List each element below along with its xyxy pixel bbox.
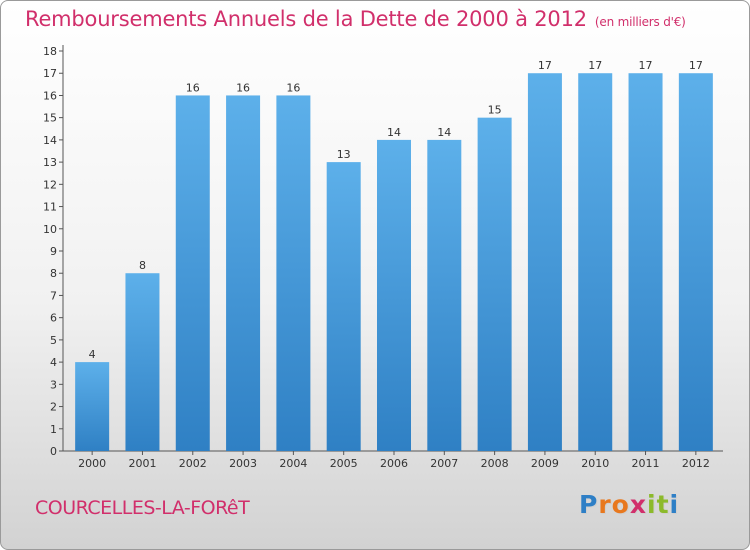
x-tick-label: 2012 <box>682 457 710 470</box>
bar-value-label: 17 <box>588 59 602 72</box>
chart-unit-note: (en milliers d'€) <box>594 15 686 29</box>
y-tick-label: 17 <box>43 67 57 80</box>
x-tick-label: 2005 <box>330 457 358 470</box>
bar-value-label: 17 <box>538 59 552 72</box>
bar <box>125 273 160 451</box>
bar-value-label: 15 <box>488 104 502 117</box>
bar <box>75 362 110 451</box>
y-tick-label: 11 <box>43 201 57 214</box>
x-tick-label: 2001 <box>128 457 156 470</box>
bar <box>326 162 361 451</box>
y-tick-label: 12 <box>43 178 57 191</box>
x-tick-label: 2007 <box>430 457 458 470</box>
x-tick-label: 2006 <box>380 457 408 470</box>
y-tick-label: 5 <box>50 334 57 347</box>
y-tick-label: 15 <box>43 112 57 125</box>
bar <box>527 73 562 451</box>
bar-value-label: 16 <box>286 81 300 94</box>
logo-letter: P <box>579 490 599 519</box>
bar <box>427 139 462 451</box>
y-tick-label: 13 <box>43 156 57 169</box>
y-tick-label: 9 <box>50 245 57 258</box>
logo-letter: i <box>669 490 680 519</box>
bar <box>175 95 210 451</box>
bar <box>678 73 713 451</box>
town-name: COURCELLES-LA-FORêT <box>35 497 250 519</box>
x-tick-label: 2000 <box>78 457 106 470</box>
x-tick-label: 2004 <box>279 457 307 470</box>
bar-value-label: 17 <box>639 59 653 72</box>
bar <box>276 95 311 451</box>
y-tick-label: 3 <box>50 378 57 391</box>
y-tick-label: 4 <box>50 356 57 369</box>
bar <box>628 73 663 451</box>
logo-letter: o <box>611 490 630 519</box>
y-tick-label: 16 <box>43 89 57 102</box>
chart-title-text: Remboursements Annuels de la Dette de 20… <box>25 7 587 31</box>
bar <box>477 117 512 452</box>
x-tick-label: 2009 <box>531 457 559 470</box>
bar <box>578 73 613 451</box>
x-tick-label: 2010 <box>581 457 609 470</box>
chart-title: Remboursements Annuels de la Dette de 20… <box>25 7 686 31</box>
y-tick-label: 14 <box>43 134 57 147</box>
bar-value-label: 14 <box>387 126 401 139</box>
logo-letter: x <box>629 490 647 519</box>
bar-value-label: 16 <box>186 81 200 94</box>
logo-letter: r <box>598 490 612 519</box>
y-tick-label: 10 <box>43 223 57 236</box>
x-tick-label: 2008 <box>481 457 509 470</box>
logo-letter: t <box>656 490 670 519</box>
x-tick-label: 2003 <box>229 457 257 470</box>
bar-value-label: 13 <box>337 148 351 161</box>
bar-value-label: 17 <box>689 59 703 72</box>
y-tick-label: 8 <box>50 267 57 280</box>
bar-value-label: 14 <box>437 126 451 139</box>
bar-value-label: 4 <box>89 348 96 361</box>
bar <box>226 95 261 451</box>
bar-value-label: 16 <box>236 81 250 94</box>
y-tick-label: 7 <box>50 289 57 302</box>
bar-value-label: 8 <box>139 259 146 272</box>
y-tick-label: 18 <box>43 45 57 58</box>
proxiti-logo: Proxiti <box>579 490 679 519</box>
bar <box>377 139 411 451</box>
x-tick-label: 2002 <box>179 457 207 470</box>
y-tick-label: 0 <box>50 445 57 458</box>
x-tick-label: 2011 <box>632 457 660 470</box>
logo-letter: i <box>647 490 657 519</box>
y-tick-label: 6 <box>50 312 57 325</box>
y-tick-label: 2 <box>50 401 57 414</box>
y-tick-label: 1 <box>50 423 57 436</box>
